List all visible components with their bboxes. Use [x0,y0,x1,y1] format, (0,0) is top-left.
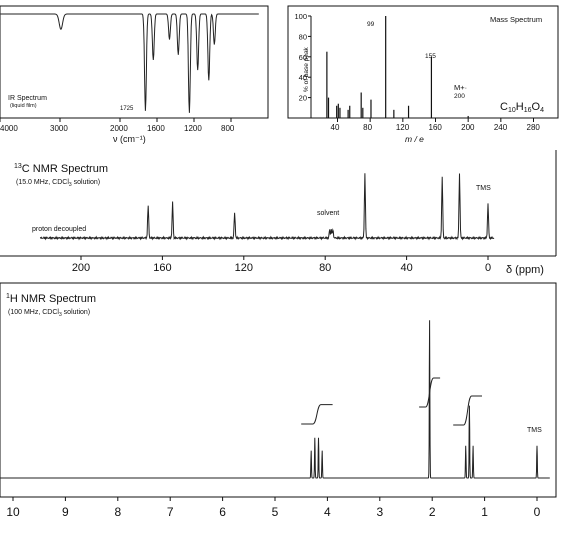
h1-x-ticks: 10 9 8 7 6 5 4 3 2 1 0 [6,497,541,519]
ir-x-tick-label: 1600 [147,124,165,133]
h1-x-tick-label: 5 [272,505,279,519]
h1-subtitle: (100 MHz, CDCl3 solution) [8,309,90,318]
c13-subtitle: (15.0 MHz, CDCl3 solution) [16,179,100,188]
h1-title: 1H NMR Spectrum [6,293,96,305]
ms-y-tick-label: 80 [299,32,307,41]
ms-molecular-ion-value: 200 [454,93,465,100]
ms-y-tick-label: 60 [299,53,307,62]
ms-y-ticks: 20 40 60 80 100 [294,12,311,103]
ms-molecular-ion-label: M+· [454,83,467,92]
h1-x-tick-label: 7 [167,505,174,519]
c13-x-tick-label: 0 [485,262,491,274]
ms-panel: 40 80 120 160 200 240 280 20 40 60 80 100 % of bas… [287,5,559,144]
ir-x-tick-label: 2000 [110,124,128,133]
h1-x-tick-label: 3 [376,505,383,519]
ms-x-axis-label: m / e [405,134,424,144]
ms-peak-label-99: 99 [367,21,375,28]
h1-integral-curve [301,404,333,425]
ms-x-ticks: 40 80 120 160 200 240 280 [331,118,541,132]
h1-frame [0,282,557,498]
h1-integrals [301,377,482,426]
h1-x-tick-label: 2 [429,505,436,519]
c13-x-ticks: 200 160 120 80 40 0 [72,256,491,274]
ir-x-ticks: 4000 3000 2000 1600 1200 800 [0,118,235,133]
ms-x-tick-label: 240 [494,123,508,132]
ms-y-tick-label: 20 [299,94,307,103]
c13-x-tick-label: 80 [319,262,331,274]
ir-frame [0,5,269,119]
ms-title: Mass Spectrum [490,15,542,24]
ir-panel: 4000 3000 2000 1600 1200 800 IR Spectrum (liq… [0,5,269,144]
h1-x-tick-label: 4 [324,505,331,519]
c13-x-tick-label: 120 [235,262,253,274]
ms-y-tick-label: 40 [299,73,307,82]
ir-x-axis-label: ν (cm⁻¹) [113,134,146,144]
ms-frame [287,5,559,119]
h1-x-tick-label: 10 [6,505,20,519]
ms-x-tick-label: 120 [396,123,410,132]
h1-x-tick-label: 8 [114,505,121,519]
ms-bars [310,16,469,118]
ir-subtitle: (liquid film) [10,103,37,109]
h1-integral-curve [453,395,482,426]
c13-x-tick-label: 200 [72,262,90,274]
h1-panel: 10 9 8 7 6 5 4 3 2 1 0 1H NMR Spectrum (100 MHz, C… [0,282,557,519]
h1-x-tick-label: 9 [62,505,69,519]
c13-annotation-solvent: solvent [317,210,339,217]
h1-annotation-tms: TMS [527,427,542,434]
ir-x-tick-label: 4000 [0,124,18,133]
c13-x-tick-label: 40 [400,262,412,274]
c13-trace [39,173,495,241]
c13-title: 13C NMR Spectrum [14,163,108,175]
ir-trace [0,13,259,113]
c13-annotation-proton-decoupled: proton decoupled [32,226,86,233]
ms-x-tick-label: 200 [461,123,475,132]
h1-trace [0,320,550,479]
ir-x-tick-label: 800 [221,124,235,133]
ms-x-tick-label: 80 [363,123,372,132]
ms-y-tick-label: 100 [294,12,307,21]
c13-annotation-tms: TMS [476,185,491,192]
ir-annotation-1725: 1725 [120,106,134,112]
ms-x-tick-label: 280 [527,123,541,132]
ir-x-tick-label: 1200 [184,124,202,133]
h1-x-tick-label: 0 [534,505,541,519]
ms-x-tick-label: 160 [429,123,443,132]
h1-x-tick-label: 6 [219,505,226,519]
c13-panel: 200 160 120 80 40 0 13C NMR Spectrum (15.0 MH… [0,150,557,276]
ir-title: IR Spectrum [8,95,47,102]
ir-x-tick-label: 3000 [50,124,68,133]
ms-y-axis-label: % of base peak [303,46,310,92]
ms-x-tick-label: 40 [331,123,340,132]
c13-x-tick-label: 160 [153,262,171,274]
h1-integral-curve [419,377,441,408]
h1-x-tick-label: 1 [481,505,488,519]
c13-x-axis-label: δ (ppm) [506,264,544,276]
ms-peak-label-155: 155 [425,53,436,60]
ms-formula: C10H16O4 [500,101,544,114]
